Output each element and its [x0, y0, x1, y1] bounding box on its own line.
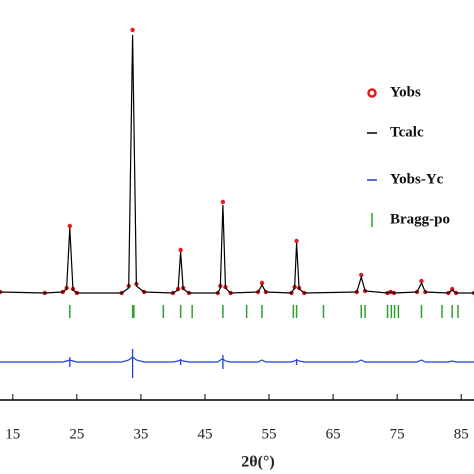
legend-label: Yobs-Yc	[390, 171, 444, 187]
x-tick-label: 55	[262, 426, 277, 442]
obs-point	[294, 238, 299, 244]
legend-label: Yobs	[390, 84, 421, 100]
legend-label: Tcalc	[390, 124, 424, 140]
obs-point	[220, 199, 226, 205]
obs-point	[359, 272, 364, 278]
x-tick-label: 75	[390, 426, 405, 442]
x-tick-label: 35	[133, 426, 148, 442]
difference-line	[0, 356, 474, 363]
x-axis-label: 2θ(°)	[241, 454, 274, 471]
x-tick-label: 85	[454, 426, 469, 442]
x-tick-label: 45	[197, 426, 212, 442]
x-tick-label: 25	[69, 426, 84, 442]
obs-point	[259, 280, 265, 286]
legend-label: Bragg-po	[390, 211, 450, 227]
legend-swatch	[367, 88, 377, 98]
obs-point	[67, 223, 73, 229]
x-tick-label: 15	[5, 426, 20, 442]
obs-point	[419, 278, 424, 284]
calc-line	[0, 34, 474, 294]
x-tick-label: 65	[326, 426, 341, 442]
obs-point	[178, 247, 183, 253]
obs-point	[130, 27, 135, 33]
